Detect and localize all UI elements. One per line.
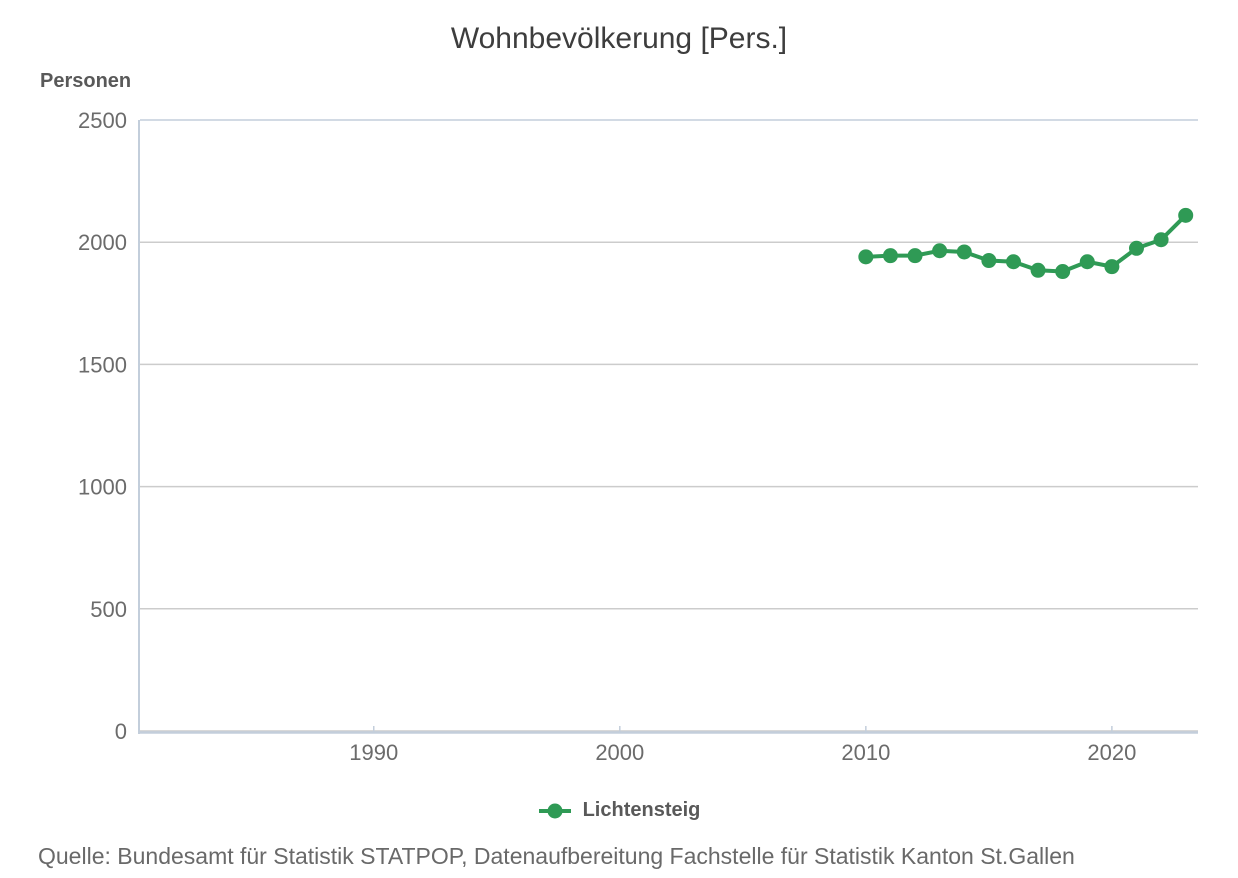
data-point: [1178, 207, 1194, 223]
x-tick-label: 2000: [595, 740, 644, 765]
y-axis-title: Personen: [40, 70, 132, 92]
data-point: [1104, 259, 1120, 275]
data-point: [907, 248, 923, 264]
chart-title: Wohnbevölkerung [Pers.]: [450, 22, 788, 55]
data-point: [882, 248, 898, 264]
y-tick-label: 2000: [78, 230, 127, 255]
data-point: [956, 244, 972, 260]
x-tick-label: 2020: [1087, 740, 1136, 765]
y-tick-label: 0: [115, 719, 127, 744]
data-point: [858, 249, 874, 265]
data-point: [1128, 240, 1144, 256]
data-point: [932, 243, 948, 259]
data-point: [1153, 232, 1169, 248]
legend-series-marker-icon: [538, 803, 571, 818]
legend-label: Lichtensteig: [582, 799, 701, 821]
x-tick-label: 2010: [841, 740, 890, 765]
y-tick-label: 500: [90, 597, 127, 622]
data-point: [1055, 264, 1071, 280]
data-point: [1005, 254, 1021, 270]
chart-plot: 2500 2000 1500 1000 500 0 1990 2000 2010 2020: [78, 108, 1198, 765]
y-tick-label: 2500: [78, 108, 127, 133]
x-tick-label: 1990: [349, 740, 398, 765]
source-note: Quelle: Bundesamt für Statistik STATPOP,…: [38, 843, 1075, 869]
legend-item-lichtensteig[interactable]: Lichtensteig: [0, 799, 1238, 822]
data-point: [1030, 262, 1046, 278]
data-point: [981, 253, 997, 269]
y-tick-label: 1000: [78, 475, 127, 500]
data-point: [1079, 254, 1095, 270]
y-tick-label: 1500: [78, 352, 127, 377]
